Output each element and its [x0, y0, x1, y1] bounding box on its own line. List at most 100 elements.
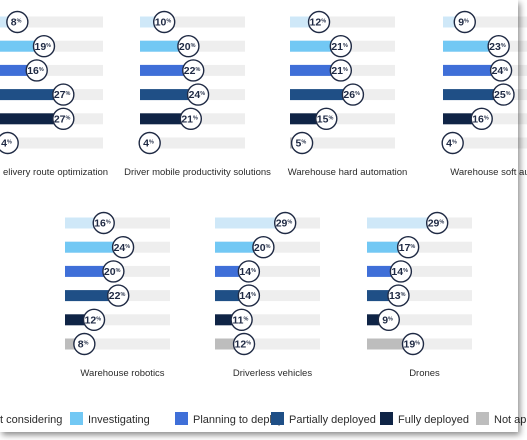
data-label-fully-deployed: 27% — [54, 113, 71, 125]
bar-track-fully-deployed — [367, 314, 472, 326]
value-circle-planning-to-deploy — [25, 59, 48, 82]
value-circle-not-considering — [425, 211, 449, 235]
value-circle-planning-to-deploy — [182, 59, 205, 82]
data-label-not-considering: 29% — [276, 218, 293, 230]
data-label-not-applicable: 12% — [235, 339, 252, 351]
value-circle-fully-deployed — [230, 308, 253, 331]
value-circle-investigating — [252, 235, 275, 259]
legend: t considering Investigating Planning to de… — [0, 412, 527, 426]
legend-swatch — [175, 412, 188, 425]
data-label-fully-deployed: 12% — [85, 314, 102, 326]
bar-track-not-applicable — [215, 338, 320, 350]
bar-track-not-applicable — [140, 137, 245, 149]
bar-not-considering — [215, 217, 286, 229]
legend-swatch — [380, 412, 393, 425]
data-label-planning-to-deploy: 14% — [391, 266, 408, 278]
data-label-investigating: 17% — [399, 242, 416, 254]
bar-planning-to-deploy — [65, 265, 114, 277]
value-circle-not-applicable — [73, 332, 96, 356]
value-circle-partially-deployed — [387, 284, 410, 307]
legend-label: Partially deployed — [289, 414, 376, 426]
chart-driver-mobile-productivity-solutions: 10% 20% 22% 24% 21% 4% Driver mobile productiv… — [124, 10, 271, 178]
chart-title: elivery route optimization — [3, 167, 108, 178]
data-label-investigating: 23% — [489, 41, 506, 53]
data-label-fully-deployed: 11% — [232, 314, 248, 326]
bar-track-not-applicable — [65, 338, 170, 350]
bar-track-not-considering — [443, 16, 527, 28]
value-circle-not-applicable — [138, 131, 161, 155]
bar-partially-deployed — [215, 290, 249, 302]
bar-not-considering — [65, 217, 104, 229]
chart-title: Drones — [409, 368, 440, 379]
legend-item-not-applicable: Not app — [476, 412, 527, 426]
legend-swatch — [271, 412, 284, 425]
bar-track-planning-to-deploy — [367, 265, 472, 277]
legend-swatch — [70, 412, 83, 425]
chart-title: Driver mobile productivity solutions — [124, 167, 271, 178]
data-label-planning-to-deploy: 22% — [184, 65, 201, 77]
value-circle-investigating — [111, 235, 135, 259]
chart-title: Driverless vehicles — [233, 368, 312, 379]
bar-partially-deployed — [0, 89, 64, 101]
bar-track-not-considering — [140, 16, 245, 28]
value-circle-fully-deployed — [52, 107, 75, 131]
bar-partially-deployed — [65, 290, 119, 302]
legend-item-partially-deployed: Partially deployed — [271, 412, 376, 426]
data-label-fully-deployed: 16% — [472, 113, 489, 125]
chart-title: Warehouse soft automa — [450, 167, 527, 178]
bar-fully-deployed — [0, 113, 64, 125]
data-label-not-applicable: 4% — [446, 138, 457, 150]
bar-investigating — [443, 40, 499, 52]
chart-elivery-route-optimization: 8% 19% 16% 27% 27% 4% elivery route optimizati… — [0, 10, 108, 178]
data-label-partially-deployed: 24% — [189, 89, 206, 101]
bar-planning-to-deploy — [367, 265, 401, 277]
chart-warehouse-hard-automation: 12% 21% 21% 26% 15% 5% Warehouse hard automati… — [288, 10, 407, 178]
bar-investigating — [65, 241, 124, 253]
value-circle-investigating — [32, 35, 56, 58]
bar-track-partially-deployed — [367, 290, 472, 302]
data-label-not-applicable: 4% — [1, 138, 12, 150]
data-label-investigating: 24% — [114, 242, 131, 254]
value-circle-partially-deployed — [492, 83, 515, 106]
data-label-partially-deployed: 27% — [54, 89, 71, 101]
bar-fully-deployed — [65, 314, 95, 326]
bar-investigating — [367, 241, 409, 253]
data-label-fully-deployed: 9% — [382, 314, 393, 326]
value-circle-investigating — [329, 35, 353, 58]
bar-track-fully-deployed — [65, 314, 170, 326]
bar-planning-to-deploy — [140, 64, 194, 76]
legend-label: Investigating — [88, 414, 150, 426]
value-circle-not-applicable — [232, 332, 256, 356]
bar-fully-deployed — [290, 113, 327, 125]
value-circle-not-considering — [152, 10, 176, 34]
bar-track-fully-deployed — [290, 113, 395, 125]
bar-fully-deployed — [140, 113, 191, 125]
bar-partially-deployed — [290, 89, 353, 101]
bar-track-investigating — [367, 241, 472, 253]
bar-not-applicable — [367, 338, 413, 350]
legend-label: Fully deployed — [398, 414, 469, 426]
value-circle-not-applicable — [401, 332, 425, 356]
legend-label: Planning to deploy — [193, 414, 284, 426]
data-label-not-considering: 29% — [428, 218, 445, 230]
legend-swatch — [476, 412, 489, 425]
data-label-fully-deployed: 21% — [181, 113, 198, 125]
legend-label: t considering — [0, 414, 62, 426]
chart-title: Warehouse robotics — [80, 368, 164, 379]
value-circle-not-considering — [307, 10, 331, 34]
data-label-not-considering: 9% — [458, 17, 469, 29]
data-label-not-applicable: 4% — [143, 138, 154, 150]
data-label-not-applicable: 5% — [296, 138, 307, 150]
bar-track-not-applicable — [290, 137, 395, 149]
value-circle-not-considering — [273, 211, 297, 235]
data-label-investigating: 20% — [179, 41, 196, 53]
bar-investigating — [0, 40, 44, 52]
data-label-investigating: 21% — [331, 41, 348, 53]
bar-partially-deployed — [140, 89, 199, 101]
bar-track-fully-deployed — [215, 314, 320, 326]
data-label-partially-deployed: 14% — [239, 290, 256, 302]
value-circle-investigating — [177, 35, 200, 58]
legend-label: Not app — [494, 414, 527, 426]
data-label-partially-deployed: 22% — [109, 290, 126, 302]
